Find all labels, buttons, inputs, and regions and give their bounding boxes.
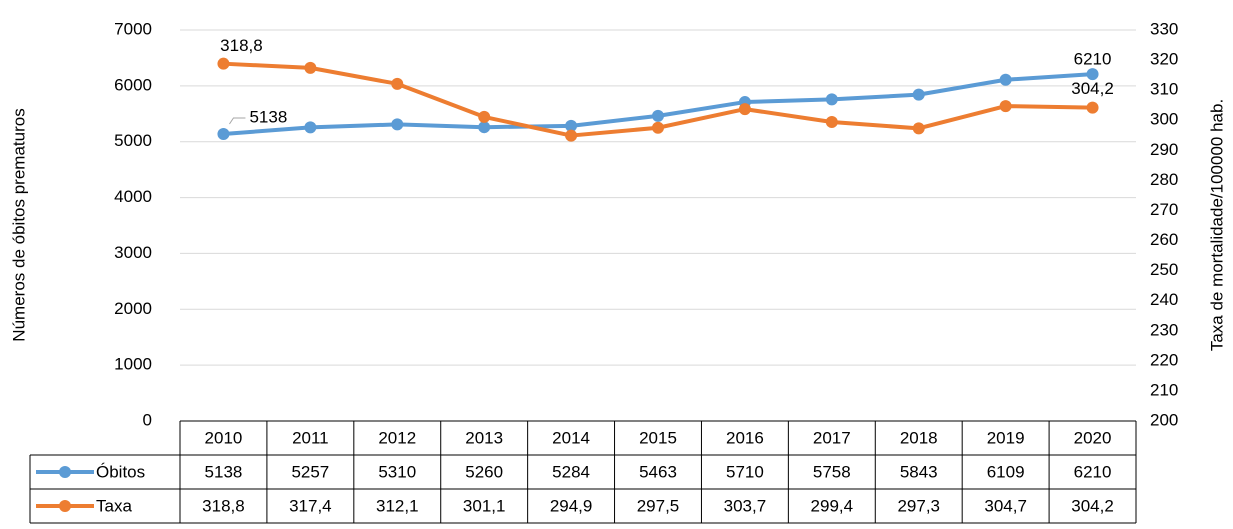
data-point bbox=[391, 118, 404, 131]
data-point bbox=[1086, 68, 1099, 81]
table-cell: 301,1 bbox=[463, 496, 506, 515]
data-point bbox=[652, 121, 664, 134]
data-label: 318,8 bbox=[220, 36, 263, 55]
table-cell: 5843 bbox=[900, 462, 938, 481]
table-cell: 318,8 bbox=[202, 496, 245, 515]
data-point bbox=[217, 57, 230, 70]
table-cell: 297,3 bbox=[897, 496, 940, 515]
y2-tick-label: 300 bbox=[1150, 110, 1178, 129]
table-cell: 6109 bbox=[987, 462, 1025, 481]
table-cell: 304,7 bbox=[984, 496, 1027, 515]
legend-label: Óbitos bbox=[96, 462, 145, 481]
data-point bbox=[478, 110, 491, 123]
data-point bbox=[304, 61, 317, 74]
data-point bbox=[478, 121, 491, 134]
data-point bbox=[652, 109, 664, 122]
table-cell: 5138 bbox=[205, 462, 243, 481]
data-point bbox=[1086, 101, 1099, 114]
y-tick-label: 0 bbox=[143, 410, 152, 429]
y-tick-label: 7000 bbox=[114, 19, 152, 38]
y-tick-label: 5000 bbox=[114, 131, 152, 150]
table-cell: 299,4 bbox=[811, 496, 854, 515]
y2-tick-label: 260 bbox=[1150, 230, 1178, 249]
table-cell: 5260 bbox=[465, 462, 503, 481]
x-tick-label: 2019 bbox=[987, 428, 1025, 447]
data-point bbox=[912, 122, 925, 135]
x-tick-label: 2016 bbox=[726, 428, 764, 447]
table-cell: 304,2 bbox=[1071, 496, 1114, 515]
table-cell: 5284 bbox=[552, 462, 590, 481]
y2-tick-label: 320 bbox=[1150, 50, 1178, 69]
table-cell: 5463 bbox=[639, 462, 677, 481]
y-axis-title: Números de óbitos prematuros bbox=[9, 108, 28, 341]
x-tick-label: 2015 bbox=[639, 428, 677, 447]
data-label: 5138 bbox=[249, 107, 287, 126]
y2-tick-label: 230 bbox=[1150, 320, 1178, 339]
label-leader bbox=[229, 117, 246, 125]
data-label: 304,2 bbox=[1071, 79, 1114, 98]
x-tick-label: 2020 bbox=[1074, 428, 1112, 447]
y-tick-label: 1000 bbox=[114, 355, 152, 374]
y-tick-label: 3000 bbox=[114, 243, 152, 262]
data-point bbox=[825, 116, 838, 129]
y2-tick-label: 270 bbox=[1150, 200, 1178, 219]
data-label: 6210 bbox=[1074, 50, 1112, 69]
x-tick-label: 2010 bbox=[205, 428, 243, 447]
y2-tick-label: 210 bbox=[1150, 380, 1178, 399]
x-tick-label: 2018 bbox=[900, 428, 938, 447]
table-cell: 5310 bbox=[378, 462, 416, 481]
table-cell: 312,1 bbox=[376, 496, 419, 515]
legend-label: Taxa bbox=[96, 496, 132, 515]
data-point bbox=[217, 128, 230, 141]
y2-tick-label: 250 bbox=[1150, 260, 1178, 279]
legend-marker bbox=[59, 500, 71, 512]
data-point bbox=[391, 77, 404, 90]
y-tick-label: 6000 bbox=[114, 75, 152, 94]
y2-tick-label: 310 bbox=[1150, 80, 1178, 99]
data-point bbox=[999, 73, 1012, 86]
data-point bbox=[565, 129, 578, 142]
x-tick-label: 2013 bbox=[465, 428, 503, 447]
table-cell: 303,7 bbox=[724, 496, 767, 515]
data-point bbox=[565, 119, 578, 132]
x-tick-label: 2011 bbox=[292, 428, 329, 447]
y2-tick-label: 220 bbox=[1150, 350, 1178, 369]
data-point bbox=[912, 88, 925, 101]
y2-tick-label: 290 bbox=[1150, 140, 1178, 159]
table-cell: 5257 bbox=[291, 462, 329, 481]
table-cell: 5758 bbox=[813, 462, 851, 481]
table-cell: 5710 bbox=[726, 462, 764, 481]
table-cell: 294,9 bbox=[550, 496, 593, 515]
y2-tick-label: 280 bbox=[1150, 170, 1178, 189]
y2-tick-label: 330 bbox=[1150, 19, 1178, 38]
x-tick-label: 2014 bbox=[552, 428, 590, 447]
data-point bbox=[738, 103, 751, 116]
y2-tick-label: 240 bbox=[1150, 290, 1178, 309]
data-point bbox=[825, 93, 838, 106]
table-cell: 6210 bbox=[1074, 462, 1112, 481]
legend-marker bbox=[59, 466, 71, 478]
y-tick-label: 4000 bbox=[114, 187, 152, 206]
x-tick-label: 2017 bbox=[813, 428, 851, 447]
table-cell: 297,5 bbox=[637, 496, 680, 515]
y2-axis-title: Taxa de mortalidade/100000 hab. bbox=[1207, 99, 1226, 351]
y-tick-label: 2000 bbox=[114, 299, 152, 318]
data-point bbox=[304, 121, 317, 134]
y2-tick-label: 200 bbox=[1150, 410, 1178, 429]
data-point bbox=[999, 100, 1012, 113]
x-tick-label: 2012 bbox=[378, 428, 416, 447]
table-cell: 317,4 bbox=[289, 496, 332, 515]
